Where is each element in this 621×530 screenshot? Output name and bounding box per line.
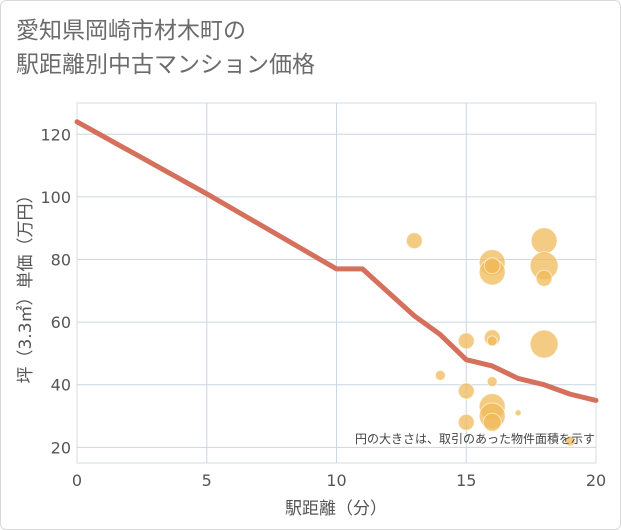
bubble-point (457, 332, 475, 350)
x-tick-label: 0 (72, 471, 82, 490)
y-axis-label: 坪（3.3㎡）単価（万円） (16, 186, 36, 383)
bubble-point (482, 412, 502, 432)
bubble-point (457, 382, 475, 400)
x-tick-label: 15 (456, 471, 476, 490)
bubble-point (530, 227, 558, 255)
y-tick-labels: 20 40 60 80 100 120 (40, 125, 71, 457)
bubble-point (483, 257, 501, 275)
line-series (74, 119, 599, 403)
x-axis-label: 駅距離（分） (285, 499, 387, 519)
y-tick-label: 100 (40, 188, 71, 207)
bubble-series (405, 227, 576, 447)
x-tick-label: 10 (326, 471, 346, 490)
bubble-point (535, 269, 553, 287)
grid-lines (77, 103, 596, 463)
trend-line (74, 119, 599, 403)
bubble-point (486, 376, 498, 388)
y-tick-label: 60 (51, 313, 71, 332)
chart-title-line-2: 駅距離別中古マンション価格 (16, 52, 315, 78)
bubble-point (405, 232, 423, 250)
y-tick-label: 40 (51, 376, 71, 395)
x-tick-label: 20 (586, 471, 606, 490)
bubble-point (564, 435, 576, 447)
bubble-point (529, 329, 559, 359)
y-tick-label: 120 (40, 125, 71, 144)
y-tick-label: 80 (51, 251, 71, 270)
chart-title: 愛知県岡崎市材木町の 駅距離別中古マンション価格 (16, 14, 315, 82)
bubble-point (457, 413, 475, 431)
bubble-point (514, 409, 522, 417)
bubble-size-note: 円の大きさは、取引のあった物件面積を示す (355, 431, 595, 446)
chart-title-line-1: 愛知県岡崎市材木町の (16, 18, 246, 44)
bubble-point (434, 369, 446, 381)
x-tick-label: 5 (202, 471, 212, 490)
y-tick-label: 20 (51, 438, 71, 457)
x-tick-labels: 0 5 10 15 20 (72, 471, 606, 490)
bubble-point (486, 335, 498, 347)
